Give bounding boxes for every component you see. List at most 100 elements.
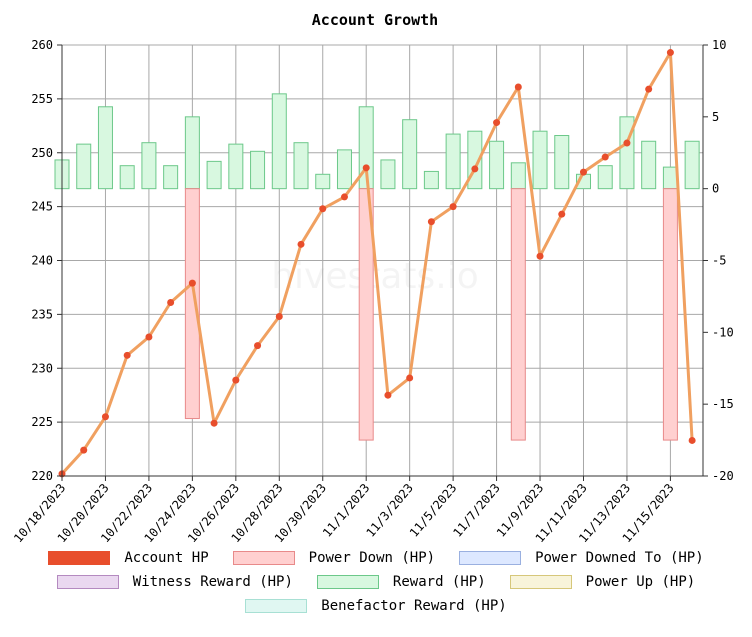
account-hp-point [254, 342, 262, 350]
legend-item[interactable]: Power Up (HP) [509, 574, 695, 590]
power-down-bar [184, 188, 200, 420]
right-tick-label: -20 [712, 469, 734, 483]
legend-label: Power Downed To (HP) [535, 550, 704, 566]
account-hp-point [275, 313, 283, 321]
reward-bar [206, 160, 222, 190]
left-tick-label: 260 [31, 38, 53, 52]
reward-bar [163, 165, 179, 190]
legend-label: Benefactor Reward (HP) [321, 598, 507, 614]
account-hp-line [58, 49, 696, 478]
right-tick-label: -5 [712, 254, 726, 268]
reward-bar [380, 159, 396, 190]
left-tick-label: 235 [31, 307, 53, 321]
legend-item[interactable]: Power Downed To (HP) [459, 550, 704, 566]
x-axis-ticks: 10/18/202310/20/202310/22/202310/24/2023… [11, 476, 677, 545]
legend: Account HP Power Down (HP) Power Downed To… [0, 546, 752, 618]
left-tick-label: 225 [31, 415, 53, 429]
left-tick-label: 255 [31, 92, 53, 106]
account-hp-point [384, 391, 392, 399]
reward-bar [184, 116, 200, 190]
account-hp-point [493, 119, 501, 127]
account-hp-point [471, 165, 479, 173]
account-hp-point [601, 153, 609, 161]
legend-swatch [459, 551, 522, 565]
right-tick-label: 5 [712, 110, 719, 124]
legend-swatch [48, 551, 111, 565]
legend-label: Account HP [124, 550, 209, 566]
legend-label: Witness Reward (HP) [132, 574, 293, 590]
reward-bar [315, 173, 331, 190]
account-hp-point [167, 299, 175, 307]
account-hp-point [80, 446, 88, 454]
reward-bar [141, 142, 157, 190]
reward-bar [97, 106, 113, 190]
legend-label: Power Down (HP) [308, 550, 436, 566]
right-tick-label: -15 [712, 397, 734, 411]
grid [61, 44, 703, 477]
legend-item[interactable]: Benefactor Reward (HP) [245, 598, 507, 614]
power-down-bar [510, 188, 526, 441]
legend-row: Witness Reward (HP) Reward (HP) Power Up (… [0, 570, 752, 594]
left-tick-label: 220 [31, 469, 53, 483]
reward-bar [597, 165, 613, 190]
left-tick-label: 245 [31, 200, 53, 214]
right-tick-label: -10 [712, 325, 734, 339]
reward-bar [554, 135, 570, 190]
legend-label: Reward (HP) [392, 574, 486, 590]
legend-swatch [245, 599, 308, 613]
reward-bar [445, 133, 461, 190]
reward-bar [402, 119, 418, 190]
legend-swatch [232, 551, 295, 565]
legend-item[interactable]: Witness Reward (HP) [56, 574, 293, 590]
power-down-bars [184, 188, 678, 441]
legend-item[interactable]: Reward (HP) [316, 574, 486, 590]
reward-bar [76, 143, 92, 190]
reward-bar [423, 170, 439, 190]
reward-bar [510, 162, 526, 190]
legend-swatch [316, 575, 379, 589]
reward-bar [336, 149, 352, 190]
account-hp-point [319, 205, 327, 213]
account-hp-point [558, 210, 566, 218]
right-tick-label: 10 [712, 38, 726, 52]
power-down-bar [662, 188, 678, 441]
reward-bar [662, 166, 678, 190]
account-hp-point [427, 218, 435, 226]
account-hp-point [340, 193, 348, 201]
account-hp-point [362, 164, 370, 172]
right-axis-ticks: -20 -15 -10 -5 0 5 10 [703, 38, 734, 483]
account-hp-point [536, 252, 544, 260]
account-hp-point [123, 351, 131, 359]
account-hp-point [406, 374, 414, 382]
reward-bar [641, 140, 657, 190]
account-hp-point [101, 413, 109, 421]
account-hp-point [579, 168, 587, 176]
reward-bar [271, 93, 287, 190]
account-hp-point [188, 279, 196, 287]
account-hp-point [232, 376, 240, 384]
account-growth-chart: Account Growth hivestats.io 220225230235… [11, 11, 734, 545]
legend-row: Benefactor Reward (HP) [0, 594, 752, 618]
account-hp-point [210, 419, 218, 427]
chart-title: Account Growth [312, 11, 438, 29]
account-hp-polyline [60, 51, 694, 475]
account-hp-point [688, 436, 696, 444]
account-hp-point [449, 203, 457, 211]
account-hp-point [623, 139, 631, 147]
reward-bar [489, 140, 505, 190]
left-axis-ticks: 220 225 230 235 240 245 250 255 260 [31, 38, 62, 483]
right-tick-label: 0 [712, 182, 719, 196]
reward-bars [54, 93, 700, 190]
legend-item[interactable]: Power Down (HP) [232, 550, 436, 566]
reward-bar [119, 165, 135, 190]
reward-bar [684, 140, 700, 190]
legend-swatch [509, 575, 572, 589]
reward-bar [293, 142, 309, 190]
legend-item[interactable]: Account HP [48, 550, 209, 566]
account-hp-point [514, 83, 522, 91]
left-tick-label: 250 [31, 146, 53, 160]
left-tick-label: 230 [31, 361, 53, 375]
account-hp-point [645, 85, 653, 93]
legend-row: Account HP Power Down (HP) Power Downed To… [0, 546, 752, 570]
reward-bar [532, 130, 548, 190]
